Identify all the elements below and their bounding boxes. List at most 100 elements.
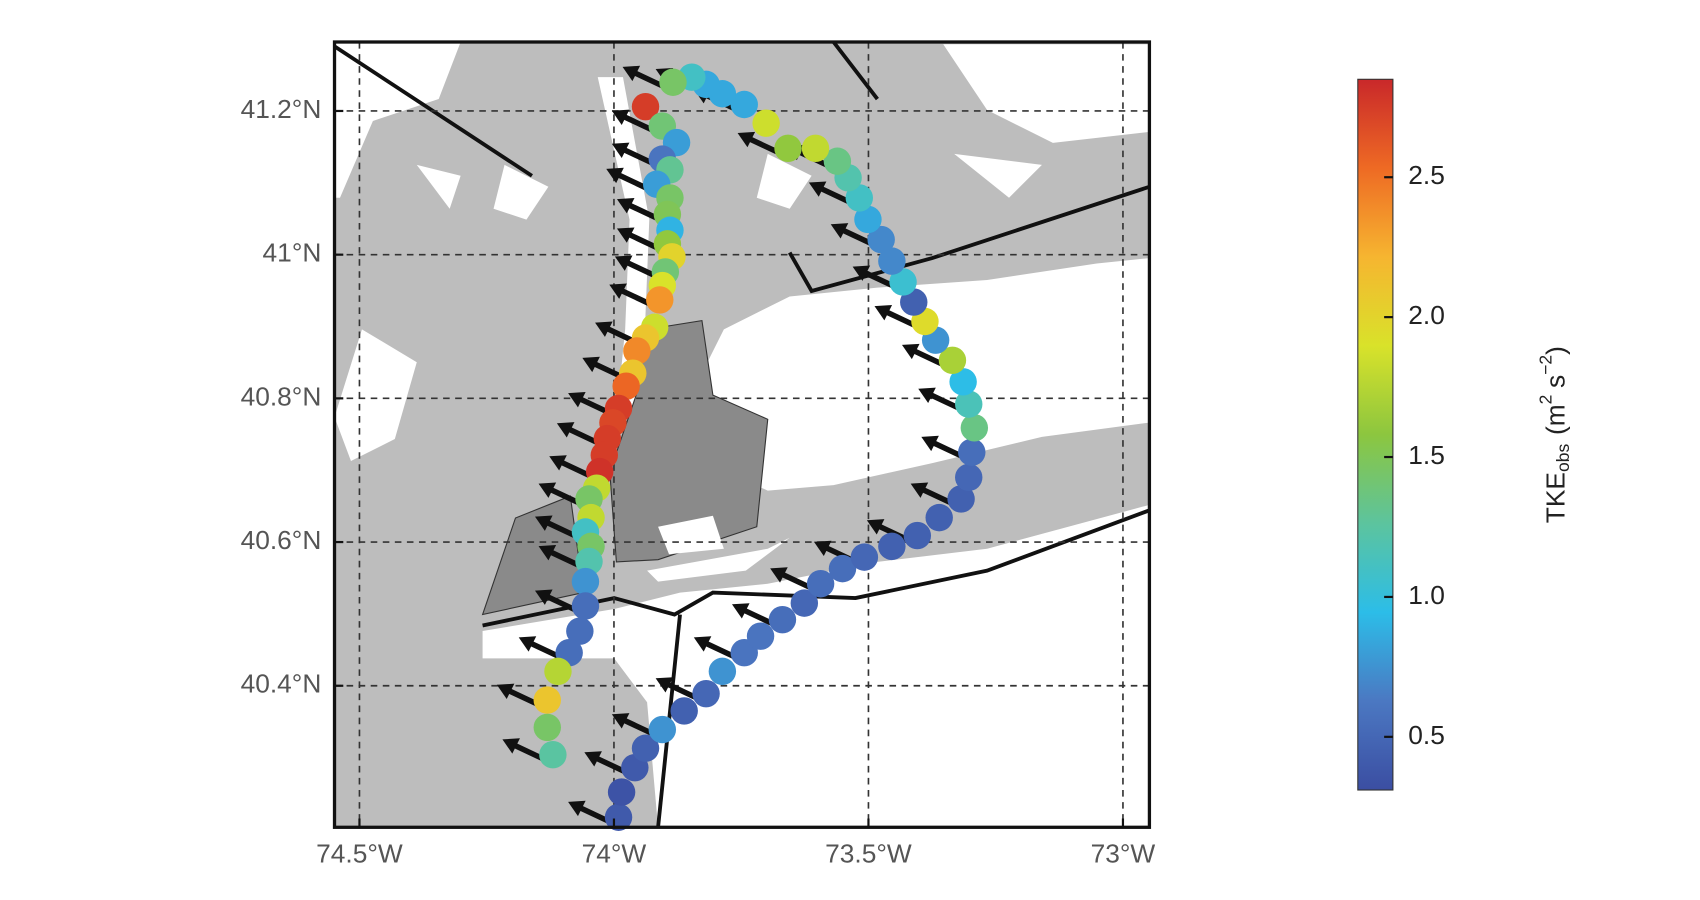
data-point bbox=[845, 184, 874, 212]
data-point bbox=[533, 686, 561, 714]
x-tick-label: 74.5°W bbox=[316, 839, 403, 869]
data-point bbox=[889, 268, 917, 296]
data-point bbox=[828, 554, 857, 583]
label-unit: ) bbox=[1540, 346, 1570, 355]
data-point bbox=[648, 715, 677, 744]
arrow-head bbox=[918, 387, 936, 404]
arrow-head bbox=[606, 167, 624, 184]
arrow-head bbox=[609, 283, 627, 299]
data-point bbox=[938, 346, 967, 374]
data-point bbox=[867, 225, 895, 254]
label-unit: s bbox=[1540, 375, 1570, 388]
colorbar-tick-label: 1.0 bbox=[1408, 580, 1445, 610]
arrow-head bbox=[595, 321, 613, 337]
data-point bbox=[958, 438, 986, 466]
data-point bbox=[670, 697, 698, 725]
colorbar-tick-label: 2.0 bbox=[1408, 300, 1445, 330]
arrow-head bbox=[611, 109, 630, 125]
data-point bbox=[544, 657, 572, 686]
lakes bbox=[334, 42, 1150, 461]
colorbar-tick-label: 1.5 bbox=[1408, 440, 1445, 470]
data-point bbox=[631, 92, 660, 121]
arrow-head bbox=[538, 545, 557, 561]
basemap bbox=[334, 42, 1150, 828]
arrow-head bbox=[737, 131, 756, 148]
data-point bbox=[631, 734, 660, 762]
y-tick-label: 41°N bbox=[263, 238, 322, 268]
data-point bbox=[925, 503, 953, 532]
data-point bbox=[692, 679, 720, 708]
data-point bbox=[533, 713, 561, 742]
data-point bbox=[878, 247, 906, 275]
arrow-head bbox=[731, 603, 750, 619]
data-point bbox=[960, 414, 989, 442]
arrow-head bbox=[568, 800, 586, 817]
data-point bbox=[903, 521, 932, 550]
data-point bbox=[900, 288, 928, 316]
ocean bbox=[482, 504, 1150, 828]
data-point bbox=[947, 485, 975, 513]
y-tick-label: 40.8°N bbox=[241, 381, 322, 411]
data-point bbox=[604, 803, 633, 831]
data-point bbox=[708, 657, 737, 686]
data-point bbox=[790, 589, 819, 617]
data-point bbox=[823, 147, 852, 175]
arrow-head bbox=[813, 540, 832, 557]
data-point bbox=[646, 286, 674, 314]
arrow-head bbox=[693, 636, 712, 652]
data-point bbox=[752, 109, 780, 137]
label-main: TKE bbox=[1540, 472, 1570, 523]
data-point bbox=[850, 543, 879, 571]
arrow-head bbox=[538, 482, 557, 498]
arrow-head bbox=[502, 738, 520, 754]
data-point bbox=[571, 567, 600, 596]
arrow-head bbox=[901, 343, 920, 360]
arrow-head bbox=[614, 255, 633, 271]
arrow-head bbox=[622, 65, 641, 82]
arrow-head bbox=[655, 677, 674, 693]
arrow-head bbox=[534, 589, 553, 605]
y-tick-label: 40.6°N bbox=[241, 525, 322, 555]
data-point bbox=[571, 592, 600, 620]
colorbar bbox=[1357, 78, 1394, 791]
arrow-head bbox=[874, 305, 893, 321]
data-point bbox=[623, 337, 651, 365]
arrow-head bbox=[921, 435, 939, 452]
colorbar-label: TKEobs (m2 s−2) bbox=[1535, 346, 1573, 523]
data-point bbox=[955, 390, 983, 418]
points bbox=[533, 63, 989, 831]
arrow-head bbox=[770, 567, 788, 583]
data-point bbox=[607, 778, 636, 806]
data-point bbox=[949, 368, 977, 396]
data-point bbox=[878, 532, 906, 561]
ticks: 74.5°W 74°W 73.5°W 73°W 40.4°N 40.6°N 40.8°N 41… bbox=[241, 94, 1156, 869]
label-unit: (m bbox=[1540, 404, 1570, 435]
data-point bbox=[768, 605, 797, 634]
data-point bbox=[854, 205, 882, 234]
label-sub: obs bbox=[1553, 444, 1573, 473]
arrow-head bbox=[616, 197, 635, 214]
y-tick-label: 40.4°N bbox=[241, 669, 322, 699]
data-point bbox=[566, 617, 594, 645]
map-frame bbox=[332, 40, 1152, 829]
arrow-head bbox=[534, 515, 553, 531]
x-tick-label: 73°W bbox=[1091, 839, 1156, 869]
x-tick-label: 73.5°W bbox=[825, 839, 912, 869]
arrow-head bbox=[496, 683, 515, 700]
arrow-head bbox=[556, 422, 575, 438]
data-point bbox=[955, 463, 983, 492]
data-point bbox=[730, 90, 758, 119]
data-point bbox=[659, 68, 687, 96]
arrow-head bbox=[611, 713, 630, 729]
y-tick-label: 41.2°N bbox=[241, 94, 322, 124]
data-point bbox=[539, 741, 567, 769]
data-point bbox=[801, 134, 830, 163]
arrow-head bbox=[584, 751, 602, 767]
arrow-head bbox=[582, 356, 600, 373]
data-point bbox=[746, 622, 775, 650]
arrow-head bbox=[910, 482, 929, 498]
data-point bbox=[806, 570, 835, 598]
colorbar-tick-label: 2.5 bbox=[1408, 160, 1445, 190]
arrow-head bbox=[611, 142, 630, 159]
